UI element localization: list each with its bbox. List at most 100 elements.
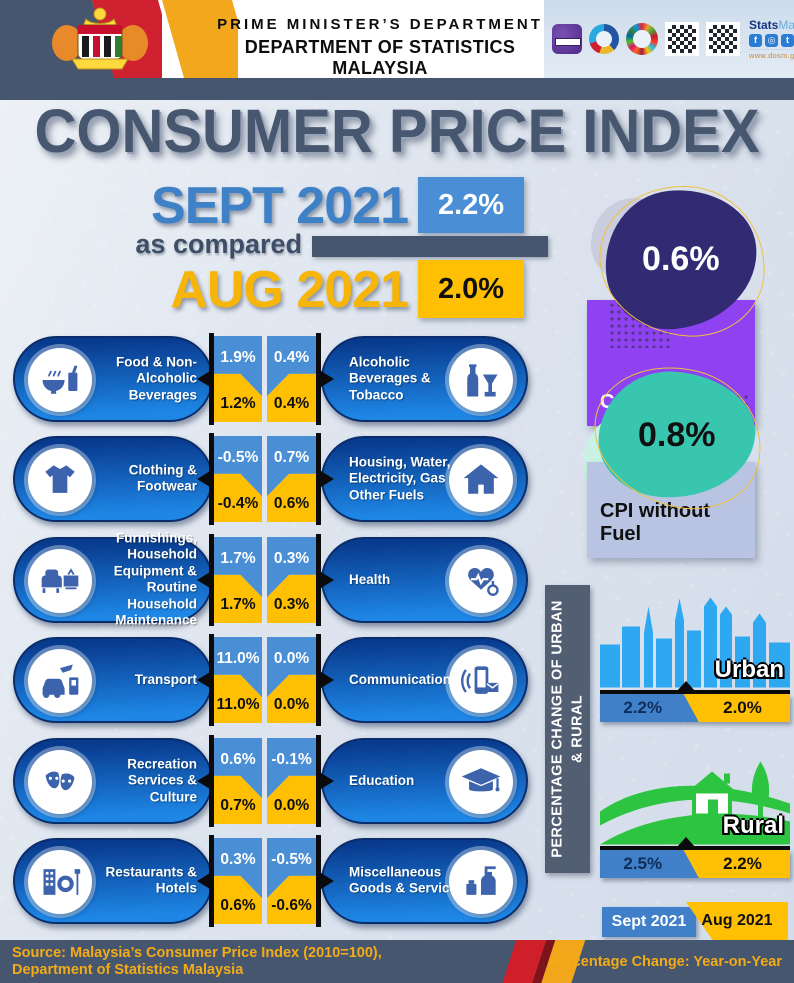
previous-month-label: AUG 2021 — [170, 261, 409, 319]
core-inflation-value: 0.6% — [642, 239, 720, 278]
education-icon — [449, 750, 513, 814]
header-icon-strip: StatsMalaysia f ◎ t ▶ www.dosm.gov.my — [544, 0, 794, 78]
sdg-wheel-icon — [626, 23, 658, 55]
city-skyline-icon — [600, 597, 790, 688]
category-pill: Communication — [321, 637, 528, 723]
health-icon — [449, 549, 513, 613]
sept-value: 0.6% — [220, 751, 256, 768]
rural-aug-bar — [683, 850, 790, 878]
header-divider-bar — [0, 78, 794, 100]
transport-icon — [28, 649, 92, 713]
aug-value: 0.6% — [220, 897, 256, 914]
category-values: -0.5% -0.6% — [267, 838, 316, 924]
divider-bar — [209, 634, 214, 726]
category-row: Recreation Services & Culture 0.6% 0.7% -0.… — [13, 735, 528, 827]
miscellaneous-goods-icon — [449, 850, 513, 914]
aug-value: 0.7% — [220, 797, 256, 814]
aug-value: 11.0% — [216, 696, 260, 713]
rural-bar: 2.5% 2.2% — [600, 850, 790, 878]
facebook-icon: f — [749, 34, 762, 47]
sept-value: 1.7% — [220, 550, 256, 567]
current-month-value: 2.2% — [418, 177, 524, 233]
statistics-dept-title: DEPARTMENT OF STATISTICS MALAYSIA — [244, 37, 516, 78]
sept-value: 0.3% — [273, 550, 310, 567]
category-row: Clothing & Footwear -0.5% -0.4% 0.7% 0.6% Hou… — [13, 433, 528, 525]
divider-bar — [209, 433, 214, 525]
comparison-bar — [312, 236, 548, 257]
urban-rural-section-label: PERCENTAGE CHANGE OF URBAN & RURAL — [545, 585, 590, 873]
social-icons-row: f ◎ t ▶ — [749, 34, 794, 47]
food-beverages-icon — [28, 348, 92, 412]
source-note: Source: Malaysia’s Consumer Price Index … — [12, 945, 382, 980]
twitter-icon: t — [781, 34, 794, 47]
divider-bar — [316, 534, 321, 626]
urban-sept-value: 2.2% — [623, 698, 663, 717]
sept-value: -0.1% — [271, 751, 312, 768]
aug-value: 0.0% — [273, 696, 310, 713]
restaurants-hotels-icon — [28, 850, 92, 914]
category-name: Education — [349, 772, 415, 788]
category-values: 1.7% 1.7% — [214, 537, 262, 623]
divider-bar — [209, 333, 214, 425]
category-name: Housing, Water, Electricity, Gas & Other… — [349, 454, 460, 503]
furnishings-icon — [28, 549, 92, 613]
cpi-without-fuel-highlight: CPI without Fuel 0.8% — [583, 366, 765, 562]
rural-landscape-icon — [600, 761, 790, 845]
category-pill: Transport — [13, 637, 213, 723]
category-values: 0.0% 0.0% — [267, 637, 316, 723]
left-arrow-icon — [197, 572, 210, 588]
rural-aug-value: 2.2% — [723, 854, 762, 873]
header: PRIME MINISTER’S DEPARTMENT DEPARTMENT O… — [0, 0, 794, 78]
right-arrow-icon — [321, 672, 334, 688]
qr-code-facebook-icon — [706, 22, 740, 56]
category-name: Transport — [134, 671, 197, 687]
category-pill: Education — [321, 738, 528, 824]
legend-sept-2021: Sept 2021 — [602, 907, 696, 937]
category-values: 0.6% 0.7% — [214, 738, 262, 824]
category-pill: Housing, Water, Electricity, Gas & Other… — [321, 436, 528, 522]
category-name: Alcoholic Beverages & Tobacco — [349, 354, 431, 403]
category-name: Restaurants & Hotels — [105, 864, 197, 896]
aug-value: 0.6% — [273, 495, 310, 512]
dosm-hand-logo-icon — [589, 24, 619, 54]
category-pill: Recreation Services & Culture — [13, 738, 213, 824]
category-values: -0.1% 0.0% — [267, 738, 316, 824]
urban-aug-value: 2.0% — [723, 698, 762, 717]
sept-value: 11.0% — [216, 650, 260, 667]
rural-pointer-icon — [677, 837, 695, 847]
clothing-footwear-icon — [28, 448, 92, 512]
category-name: Health — [349, 571, 391, 587]
category-values: 0.3% 0.3% — [267, 537, 316, 623]
category-name: Food & Non-Alcoholic Beverages — [116, 354, 197, 403]
category-pill: Furnishings, Household Equipment & Routi… — [13, 531, 213, 628]
left-arrow-icon — [197, 672, 210, 688]
qr-code-icon — [665, 22, 699, 56]
rural-sept-value: 2.5% — [623, 854, 663, 873]
legend: Sept 2021 Aug 2021 — [600, 902, 790, 940]
category-pill: Clothing & Footwear — [13, 436, 213, 522]
category-values: 0.3% 0.6% — [214, 838, 262, 924]
comparison-connector: as compared — [135, 229, 302, 259]
rural-block: Rural 2.5% 2.2% — [600, 748, 790, 880]
divider-bar — [316, 835, 321, 927]
category-name: Communication — [349, 671, 452, 687]
right-arrow-icon — [321, 371, 334, 387]
category-row: Food & Non-Alcoholic Beverages 1.9% 1.2% 0.… — [13, 333, 528, 425]
footer: Source: Malaysia’s Consumer Price Index … — [0, 940, 794, 983]
left-arrow-icon — [197, 873, 210, 889]
sept-value: -0.5% — [271, 851, 312, 868]
current-month-label: SEPT 2021 — [151, 177, 409, 235]
alcohol-tobacco-icon — [449, 348, 513, 412]
page-title: CONSUMER PRICE INDEX — [34, 97, 760, 166]
category-name: Clothing & Footwear — [128, 462, 197, 494]
category-row: Furnishings, Household Equipment & Routi… — [13, 531, 528, 628]
category-values: -0.5% -0.4% — [214, 436, 262, 522]
aug-value: 0.4% — [273, 395, 310, 412]
communication-icon — [449, 649, 513, 713]
census-2020-icon — [552, 24, 582, 54]
brand-stats: Stats — [749, 18, 779, 32]
sept-value: 0.0% — [273, 650, 310, 667]
urban-pointer-icon — [677, 681, 695, 691]
divider-bar — [209, 534, 214, 626]
